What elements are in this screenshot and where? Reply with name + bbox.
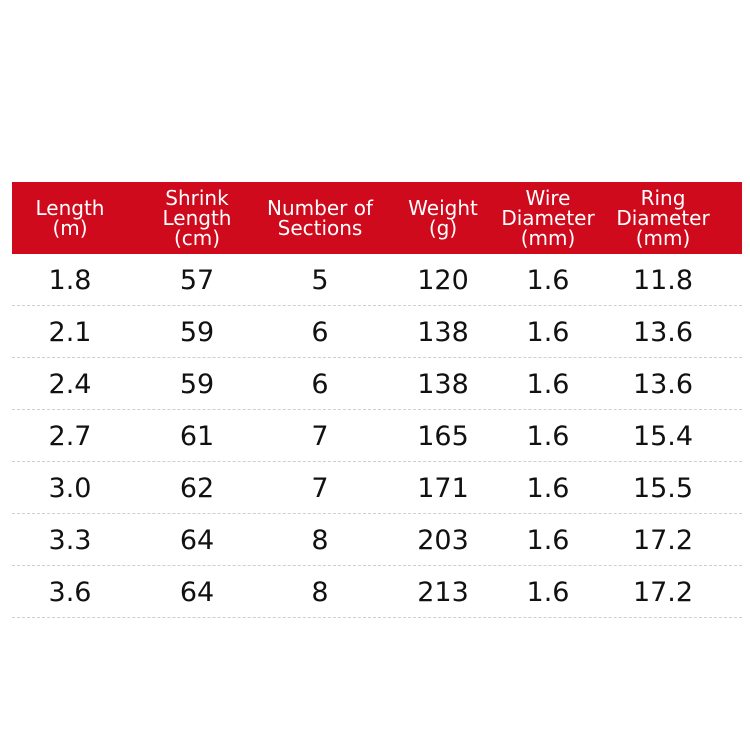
table-cell: 11.8 [632,264,694,296]
table-cell: 1.6 [526,524,570,556]
header-band: Length (m) Shrink Length (cm) Number of Sectio… [12,182,742,254]
table-row: 2.4 59 6 138 1.6 13.6 [12,358,742,410]
table-row: 3.6 64 8 213 1.6 17.2 [12,566,742,618]
header-line: (m) [52,216,88,240]
table-cell: 59 [179,368,215,400]
header-cell: Length (m) [10,182,130,254]
table-row: 1.8 57 5 120 1.6 11.8 [12,254,742,306]
table-cell: 120 [417,264,469,296]
header-line: Sections [277,216,363,240]
table-row: 2.7 61 7 165 1.6 15.4 [12,410,742,462]
table-cell: 2.4 [48,368,92,400]
table-cell: 3.3 [48,524,92,556]
header-line: Diameter [616,206,710,230]
spec-table: Length (m) Shrink Length (cm) Number of Sectio… [12,182,742,618]
header-line: Wire [525,186,571,210]
table-cell: 59 [179,316,215,348]
table-cell: 17.2 [632,576,694,608]
header-line: Diameter [501,206,595,230]
table-cell: 64 [179,576,215,608]
header-line: Length [35,196,105,220]
table-cell: 1.6 [526,368,570,400]
header-line: (g) [428,216,458,240]
table-cell: 2.1 [48,316,92,348]
header-cell: Number of Sections [260,182,380,254]
table-cell: 13.6 [632,316,694,348]
header-line: Ring [640,186,686,210]
table-cell: 1.8 [48,264,92,296]
header-line: Number of [267,196,373,220]
table-cell: 57 [179,264,215,296]
table-cell: 6 [311,368,329,400]
table-cell: 3.0 [48,472,92,504]
table-cell: 7 [311,420,329,452]
header-line: Shrink [165,186,229,210]
header-cell: Ring Diameter (mm) [603,182,723,254]
table-cell: 15.5 [632,472,694,504]
table-cell: 64 [179,524,215,556]
header-line: Length [162,206,232,230]
table-cell: 1.6 [526,472,570,504]
header-line: (cm) [173,226,221,250]
table-cell: 1.6 [526,420,570,452]
table-cell: 6 [311,316,329,348]
table-cell: 13.6 [632,368,694,400]
table-row: 3.0 62 7 171 1.6 15.5 [12,462,742,514]
header-line: (mm) [520,226,576,250]
header-cell: Weight (g) [383,182,503,254]
table-cell: 1.6 [526,264,570,296]
table-row: 2.1 59 6 138 1.6 13.6 [12,306,742,358]
table-cell: 62 [179,472,215,504]
table-cell: 138 [417,368,469,400]
header-line: (mm) [635,226,691,250]
table-cell: 1.6 [526,576,570,608]
table-cell: 5 [311,264,329,296]
table-row: 3.3 64 8 203 1.6 17.2 [12,514,742,566]
table-cell: 7 [311,472,329,504]
header-line: Weight [408,196,478,220]
table-cell: 61 [179,420,215,452]
table-cell: 2.7 [48,420,92,452]
table-cell: 3.6 [48,576,92,608]
header-cell: Shrink Length (cm) [137,182,257,254]
table-cell: 138 [417,316,469,348]
table-cell: 213 [417,576,469,608]
table-cell: 15.4 [632,420,694,452]
table-cell: 17.2 [632,524,694,556]
table-cell: 165 [417,420,469,452]
table-cell: 171 [417,472,469,504]
table-cell: 8 [311,524,329,556]
table-cell: 8 [311,576,329,608]
table-cell: 1.6 [526,316,570,348]
header-cell: Wire Diameter (mm) [488,182,608,254]
table-cell: 203 [417,524,469,556]
